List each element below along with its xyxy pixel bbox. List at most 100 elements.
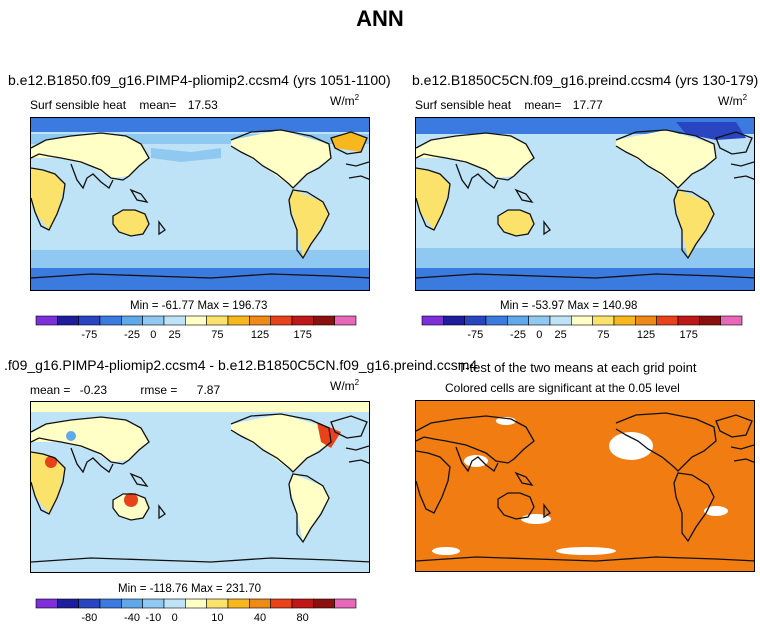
colorbar-swatch — [163, 315, 186, 326]
panel2-colorbar: -75 -25 0 25 75 125 175 — [421, 315, 743, 341]
colorbar-swatch — [270, 598, 293, 609]
colorbar-swatch — [163, 598, 186, 609]
colorbar-swatch — [485, 315, 508, 326]
colorbar-tick-label: 40 — [254, 612, 266, 624]
panel2-mean-value: 17.77 — [572, 98, 603, 112]
colorbar-tick-label: -40 — [124, 612, 140, 624]
colorbar-tick-label: 175 — [679, 329, 697, 341]
panel2-map-plot — [416, 118, 755, 291]
panel1-mean-value: 17.53 — [187, 98, 218, 112]
colorbar-swatch — [185, 315, 207, 326]
panel4-title: T-test of the two means at each grid poi… — [458, 360, 697, 375]
panel4-subtitle: Colored cells are significant at the 0.0… — [445, 381, 680, 395]
panel3-colorbar: -80 -40 -10 0 10 40 80 — [35, 598, 357, 624]
colorbar-swatch — [613, 315, 636, 326]
colorbar-swatch — [185, 598, 207, 609]
colorbar-swatch — [464, 315, 487, 326]
colorbar-tick-label: -25 — [124, 329, 140, 341]
colorbar-swatch — [334, 598, 357, 609]
colorbar-tick-label: 25 — [555, 329, 567, 341]
colorbar-swatch — [35, 315, 58, 326]
colorbar-swatch — [78, 315, 101, 326]
colorbar-swatch — [443, 315, 465, 326]
colorbar-swatch — [142, 315, 165, 326]
panel1-mean-label: mean= — [139, 98, 177, 112]
panel3-units: W/m2 — [330, 378, 360, 393]
colorbar-swatch — [313, 315, 335, 326]
colorbar-swatch — [421, 315, 444, 326]
colorbar-swatch — [677, 315, 700, 326]
colorbar-swatch — [35, 598, 58, 609]
panel2-map — [415, 117, 755, 291]
colorbar-tick-label: 0 — [172, 612, 178, 624]
colorbar-swatch — [99, 598, 122, 609]
colorbar-swatch — [142, 598, 165, 609]
panel2-variable-label: Surf sensible heat — [415, 98, 512, 112]
colorbar-tick-label: 125 — [637, 329, 655, 341]
colorbar-swatch — [291, 315, 314, 326]
colorbar-tick-label: -25 — [510, 329, 526, 341]
panel2-min-max: Min = -53.97 Max = 140.98 — [500, 300, 638, 312]
panel2-variable: Surf sensible heat mean= 17.77 — [415, 98, 603, 112]
panel3-stats: mean = -0.23 rmse = 7.87 — [30, 383, 220, 397]
colorbar-swatch — [227, 598, 250, 609]
colorbar-swatch — [656, 315, 679, 326]
colorbar-swatch — [549, 315, 572, 326]
panel4-map — [415, 400, 755, 572]
colorbar-tick-label: 80 — [297, 612, 309, 624]
panel3-rmse-value: 7.87 — [196, 383, 221, 397]
panel1-units: W/m2 — [330, 93, 360, 108]
panel1-variable-label: Surf sensible heat — [30, 98, 127, 112]
panel1-variable: Surf sensible heat mean= 17.53 — [30, 98, 218, 112]
colorbar-swatch — [313, 598, 335, 609]
colorbar-swatch — [334, 315, 357, 326]
panel2-units: W/m2 — [718, 93, 748, 108]
colorbar-tick-label: 0 — [150, 329, 156, 341]
colorbar-tick-label: -80 — [81, 612, 97, 624]
colorbar-swatch — [78, 598, 101, 609]
colorbar-swatch — [571, 315, 593, 326]
colorbar-tick-label: -75 — [467, 329, 483, 341]
colorbar-swatch — [57, 315, 79, 326]
panel3-map-plot — [31, 402, 370, 573]
colorbar-tick-label: 25 — [169, 329, 181, 341]
colorbar-swatch — [635, 315, 657, 326]
panel1-min-max: Min = -61.77 Max = 196.73 — [130, 300, 268, 312]
figure-title: ANN — [356, 6, 404, 31]
panel2-case-title: b.e12.B1850C5CN.f09_g16.preind.ccsm4 (yr… — [412, 72, 759, 88]
colorbar-swatch — [206, 598, 229, 609]
colorbar-swatch — [227, 315, 250, 326]
panel1-colorbar: -75 -25 0 25 75 125 175 — [35, 315, 357, 341]
panel4-map-plot — [416, 401, 755, 572]
colorbar-tick-label: -75 — [81, 329, 97, 341]
colorbar-tick-label: 0 — [536, 329, 542, 341]
panel3-mean-label: mean = — [30, 383, 71, 397]
panel3-rmse-label: rmse = — [140, 383, 178, 397]
colorbar-swatch — [249, 315, 271, 326]
colorbar-swatch — [592, 315, 615, 326]
colorbar-tick-label: 125 — [251, 329, 269, 341]
panel3-map — [30, 401, 370, 573]
colorbar-swatch — [270, 315, 293, 326]
panel1-case-title: b.e12.B1850.f09_g16.PIMP4-pliomip2.ccsm4… — [8, 72, 391, 88]
panel2-mean-label: mean= — [524, 98, 562, 112]
colorbar-swatch — [121, 598, 143, 609]
colorbar-tick-label: -10 — [145, 612, 161, 624]
colorbar-swatch — [206, 315, 229, 326]
panel1-map-plot — [31, 118, 370, 291]
colorbar-tick-label: 75 — [597, 329, 609, 341]
colorbar-swatch — [507, 315, 529, 326]
colorbar-swatch — [291, 598, 314, 609]
colorbar-swatch — [121, 315, 143, 326]
colorbar-swatch — [99, 315, 122, 326]
panel3-case-title: .f09_g16.PIMP4-pliomip2.ccsm4 - b.e12.B1… — [4, 357, 478, 373]
colorbar-swatch — [249, 598, 271, 609]
panel3-mean-value: -0.23 — [79, 383, 108, 397]
colorbar-swatch — [57, 598, 79, 609]
colorbar-swatch — [720, 315, 743, 326]
colorbar-tick-label: 10 — [211, 612, 223, 624]
colorbar-tick-label: 175 — [293, 329, 311, 341]
panel1-map — [30, 117, 370, 291]
colorbar-swatch — [528, 315, 551, 326]
colorbar-swatch — [699, 315, 721, 326]
